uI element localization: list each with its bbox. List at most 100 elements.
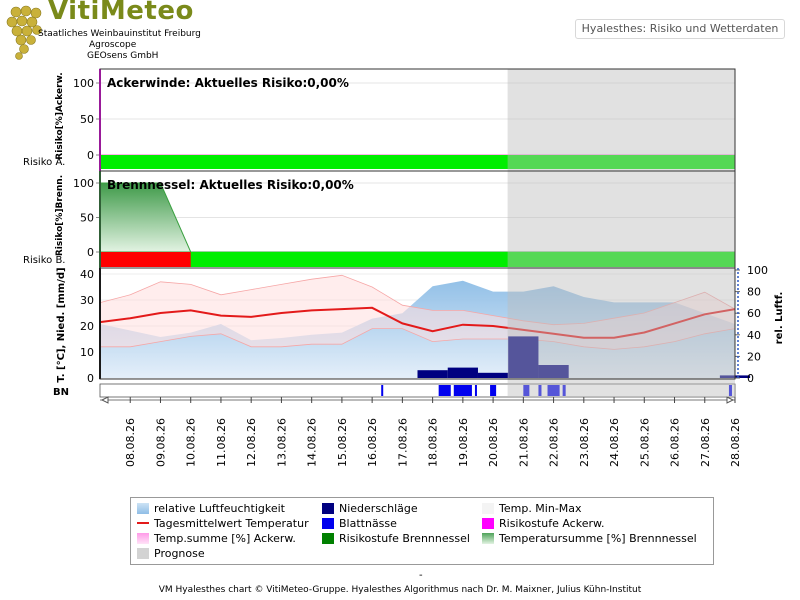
risk-row-label: Risiko A.: [23, 157, 65, 168]
precip-bar: [477, 372, 509, 378]
leaf-wetness-bar: [523, 385, 530, 396]
risk-level-bar: [160, 252, 192, 267]
panel-title: Ackerwinde: Aktuelles Risiko:0,00%: [107, 76, 349, 90]
risk-level-bar: [614, 252, 645, 267]
x-tick-label: 21.08.26: [517, 418, 530, 467]
x-tick-label: 23.08.26: [578, 418, 591, 467]
panel-background: [100, 69, 735, 171]
risk-level-bar: [281, 252, 313, 267]
risk-level-bar: [100, 252, 131, 267]
x-tick-label: 17.08.26: [396, 418, 409, 467]
legend-swatch: [322, 503, 334, 514]
risk-level-bar: [190, 155, 222, 169]
y2-tick-label: 40: [747, 329, 761, 342]
y-tick-label: 100: [73, 177, 94, 190]
risk-level-bar: [341, 252, 373, 267]
legend-label: Niederschläge: [339, 502, 418, 515]
y2-tick-label: 60: [747, 307, 761, 320]
x-tick-label: 10.08.26: [185, 418, 198, 467]
x-tick-label: 26.08.26: [669, 418, 682, 467]
risk-level-bar: [220, 252, 252, 267]
x-tick-label: 18.08.26: [427, 418, 440, 467]
risk-level-bar: [372, 252, 403, 267]
risk-level-bar: [402, 252, 434, 267]
risk-row-label: Risiko B.: [23, 255, 66, 266]
footer-credit: VM Hyalesthes chart © VitiMeteo-Gruppe. …: [158, 585, 642, 595]
y-tick-label: 50: [80, 212, 94, 225]
precip-bar: [538, 365, 569, 378]
x-tick-label: 20.08.26: [487, 418, 500, 467]
legend-label: Risikostufe Brennnessel: [339, 532, 470, 545]
risk-level-bar: [462, 252, 494, 267]
logo-line-1: Staatliches Weinbauinstitut Freiburg: [38, 29, 201, 39]
risk-level-bar: [553, 252, 585, 267]
legend-swatch: [322, 518, 334, 529]
risk-level-bar: [130, 155, 161, 169]
legend: relative Luftfeuchtigkeit Niederschläge …: [130, 497, 714, 565]
precip-bar: [508, 336, 539, 378]
x-tick-label: 25.08.26: [638, 418, 651, 467]
x-tick-label: 27.08.26: [699, 418, 712, 467]
risk-level-bar: [644, 252, 676, 267]
footer-dash: -: [419, 570, 423, 581]
leaf-wetness-bar: [438, 385, 451, 396]
x-tick-label: 11.08.26: [215, 418, 228, 467]
legend-swatch: [137, 522, 149, 524]
grape-icon: [6, 5, 42, 60]
x-tick-label: 19.08.26: [457, 418, 470, 467]
logo-line-2: Agroscope: [89, 40, 137, 50]
bn-label: BN: [53, 387, 69, 398]
y2-tick-label: 20: [747, 350, 761, 363]
risk-level-bar: [523, 252, 555, 267]
risk-level-bar: [704, 252, 736, 267]
leaf-wetness-bar: [381, 385, 384, 396]
risk-level-bar: [583, 252, 615, 267]
leaf-wetness-bar: [474, 385, 477, 396]
risk-level-bar: [674, 252, 706, 267]
risk-level-bar: [341, 155, 373, 169]
y-tick-label: 0: [87, 246, 94, 259]
risk-level-bar: [493, 252, 524, 267]
risk-level-bar: [251, 155, 282, 169]
x-tick-label: 28.08.26: [729, 418, 742, 467]
x-tick-label: 12.08.26: [245, 418, 258, 467]
legend-swatch: [137, 533, 149, 544]
legend-label: Risikostufe Ackerw.: [499, 517, 605, 530]
risk-level-bar: [523, 155, 555, 169]
risk-level-bar: [100, 155, 131, 169]
panel-frame: [99, 267, 736, 380]
leaf-wetness-bar: [547, 385, 560, 396]
y2-tick-label: 80: [747, 286, 761, 299]
risk-level-bar: [130, 252, 161, 267]
risk-level-bar: [432, 252, 464, 267]
y-tick-label: 10: [80, 346, 94, 359]
x-tick-label: 08.08.26: [124, 418, 137, 467]
leaf-wetness-bar: [490, 385, 497, 396]
legend-label: Blattnässe: [339, 517, 397, 530]
risk-level-bar: [372, 155, 403, 169]
risk-level-bar: [190, 252, 222, 267]
weather-y-axis-label: T. [°C], Nied. [mm/d]: [56, 267, 67, 382]
y-tick-label: 20: [80, 320, 94, 333]
x-tick-label: 24.08.26: [608, 418, 621, 467]
y-tick-label: 30: [80, 294, 94, 307]
risk-level-bar: [281, 155, 313, 169]
y2-tick-label: 0: [747, 372, 754, 385]
legend-swatch: [482, 503, 494, 514]
y-tick-label: 100: [73, 77, 94, 90]
y-tick-label: 0: [87, 372, 94, 385]
vitimeteo-logo: VitiMeteo Staatliches Weinbauinstitut Fr…: [0, 0, 201, 62]
y-tick-label: 40: [80, 268, 94, 281]
risk-level-bar: [644, 155, 676, 169]
precip-bar: [417, 370, 448, 378]
y-tick-label: 0: [87, 149, 94, 162]
mean-temp-line: [99, 306, 736, 339]
legend-swatch: [482, 518, 494, 529]
risk-level-bar: [674, 155, 706, 169]
y2-tick-label: 100: [747, 264, 768, 277]
logo-line-3: GEOsens GmbH: [87, 51, 159, 61]
legend-label: Temp. Min-Max: [499, 502, 582, 515]
forecast-overlay: [507, 69, 735, 397]
x-tick-label: 13.08.26: [275, 418, 288, 467]
